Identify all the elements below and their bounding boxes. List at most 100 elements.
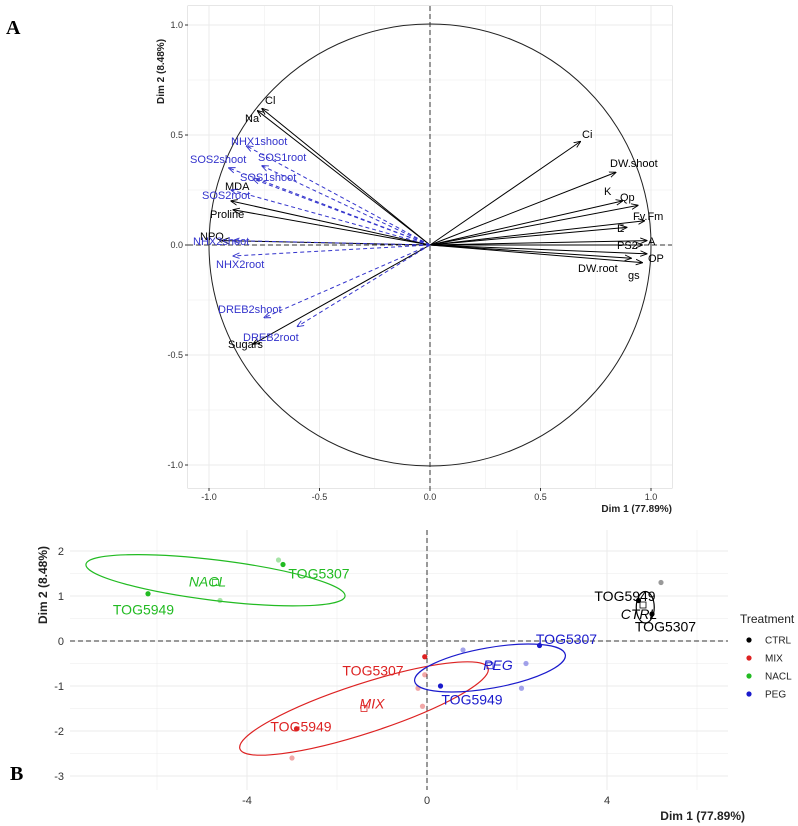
centroid-marker-peg [486,662,494,670]
y-tick-label-a: -1.0 [167,460,183,470]
confidence-ellipse-nacl [85,554,346,607]
panel-label-b: B [10,763,23,785]
vector-arrow-dreb2root [297,244,431,326]
x-tick-label-a: -0.5 [312,492,328,502]
x-tick-label-b: 4 [604,795,610,807]
vector-arrow-nhx2root [233,244,431,256]
confidence-ellipse-mix [239,661,489,756]
point-nacl [275,557,282,563]
vector-label-sos2root: SOS2root [202,190,250,202]
vector-label-e: E [617,223,624,235]
vector-arrow-proline [233,210,431,246]
point-label-peg: TOG5949 [441,692,502,708]
vector-arrow-sos1shoot [253,179,431,246]
vector-arrow-npq [222,241,431,246]
vector-label-cl: Cl [265,95,275,107]
y-tick-label-a: 1.0 [170,20,183,30]
vector-arrow-op [429,244,647,254]
legend-label-ctrl: CTRL [765,636,792,647]
vector-arrow-dw-root [429,244,631,258]
vector-arrow-ci [429,142,580,246]
y-tick-label-b: -1 [54,681,64,693]
centroid-label-nacl: NACL [189,574,226,590]
vector-label-gs: gs [628,270,640,282]
point-peg [523,660,529,667]
point-ctrl [649,611,655,617]
centroid-label-mix: MIX [360,696,386,712]
x-axis-title-b: Dim 1 (77.89%) [660,809,745,823]
vector-label-k: K [604,186,612,198]
point-label-nacl: TOG5949 [113,602,174,618]
x-tick-label-b: 0 [424,795,430,807]
y-tick-label-b: 0 [58,636,64,648]
x-axis-title-a: Dim 1 (77.89%) [601,504,672,515]
y-tick-label-a: 0.5 [170,130,183,140]
vector-label-nhx1shoot: NHX1shoot [231,136,287,148]
vector-arrow-sos1root [262,166,431,246]
vector-label-dreb2shoot: DREB2shoot [218,304,282,316]
vector-label-nhx2root: NHX2root [216,259,264,271]
vector-arrow-a [429,241,647,246]
vector-arrow-gs [429,244,642,263]
vector-label-na: Na [245,113,260,125]
point-label-mix: TOG5307 [342,662,403,678]
legend-swatch-peg [746,691,752,697]
vector-label-nhx2shoot: NHX2shoot [193,236,249,248]
vector-label-sos1shoot: SOS1shoot [240,172,296,184]
panel-label-a: A [6,17,21,39]
vector-label-a: A [648,236,656,248]
y-axis-title-b: Dim 2 (8.48%) [36,546,50,624]
point-nacl [217,597,223,604]
y-tick-label-a: -0.5 [167,350,183,360]
vector-label-dw-root: DW.root [578,263,618,275]
legend-label-mix: MIX [765,654,783,665]
x-tick-label-a: 0.0 [424,492,437,502]
point-mix [293,726,300,732]
y-axis-title-a: Dim 2 (8.48%) [156,39,167,104]
vector-arrow-e [429,227,627,246]
centroid-label-ctrl: CTRL [621,606,658,622]
point-peg [460,647,466,653]
point-peg [437,683,444,689]
vector-label-sos2shoot: SOS2shoot [190,154,246,166]
point-nacl [280,561,286,568]
vector-arrow-k [429,201,622,246]
centroid-marker-ctrl [639,601,647,609]
x-tick-label-a: 0.5 [534,492,547,502]
centroid-marker-nacl [212,579,219,586]
vector-label-proline: Proline [210,209,244,221]
vector-arrow-sugars [253,244,431,344]
vector-arrow-dreb2shoot [264,244,431,318]
point-label-peg: TOG5307 [536,631,597,647]
y-tick-label-b: -3 [54,771,64,783]
point-label-ctrl: TOG5307 [635,619,696,635]
x-tick-label-a: -1.0 [201,492,217,502]
point-mix [422,654,428,660]
point-peg [518,685,525,691]
vector-label-op: OP [648,253,664,265]
legend-swatch-nacl [746,673,752,679]
vector-arrow-qp [429,205,638,246]
point-label-nacl: TOG5307 [288,566,349,582]
point-label-ctrl: TOG5949 [594,588,655,604]
vector-label-sos1root: SOS1root [258,152,306,164]
y-tick-label-b: -2 [54,726,64,738]
legend-swatch-mix [746,655,752,661]
vector-arrow-mda [231,201,431,246]
point-label-mix: TOG5949 [270,719,331,735]
x-tick-label-a: 1.0 [645,492,658,502]
vector-arrow-fv-fm [429,221,644,246]
legend-title: Treatment [740,612,795,626]
vector-label-fv-fm: Fv.Fm [633,211,663,223]
vector-arrow-cl [262,109,431,246]
vector-label-dreb2root: DREB2root [243,332,299,344]
point-mix [422,672,428,678]
y-tick-label-a: 0.0 [170,240,183,250]
vector-label-npq: NPQ [200,231,224,243]
plot-b-background [70,530,728,790]
centroid-marker-mix [360,705,368,712]
vector-label-ci: Ci [582,129,592,141]
point-mix [419,703,426,709]
